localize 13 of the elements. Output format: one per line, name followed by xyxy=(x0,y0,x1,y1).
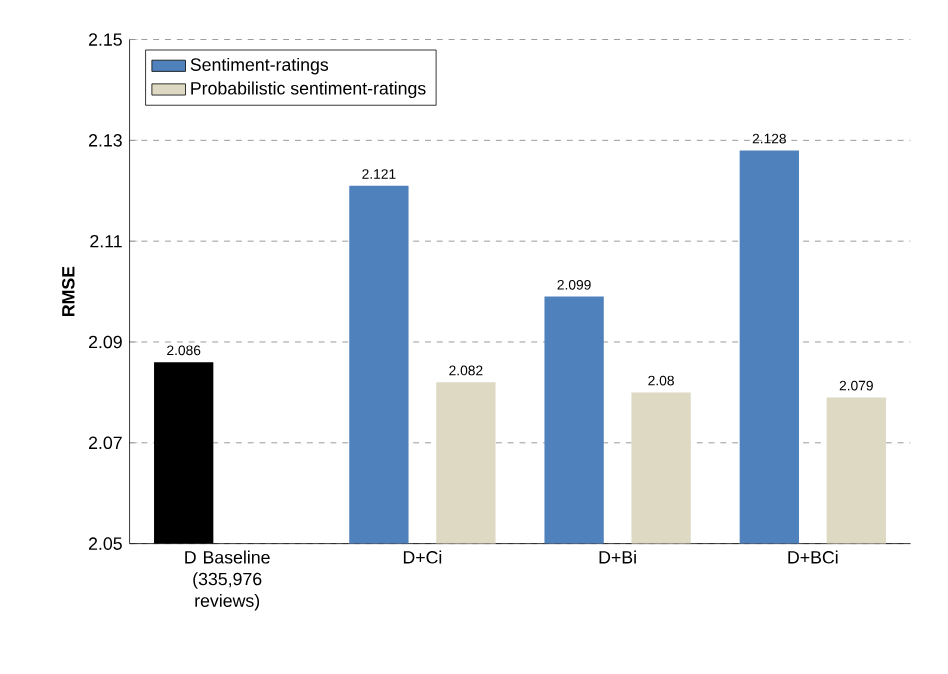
y-tick-label: 2.09 xyxy=(89,335,122,349)
legend-label: Sentiment-ratings xyxy=(190,57,329,75)
y-tick-label: 2.07 xyxy=(89,436,122,450)
x-tick-label: D+BCi xyxy=(788,550,838,564)
x-tick-label: D+Ci xyxy=(403,550,442,564)
y-tick-label: 2.11 xyxy=(90,234,122,248)
y-axis-title: RMSE xyxy=(62,266,75,316)
x-tick-label: D Baseline (335,976 reviews) xyxy=(185,550,270,611)
y-tick-label: 2.13 xyxy=(89,134,122,147)
x-tick-label: D+Bi xyxy=(599,550,636,564)
legend-label: Probabilistic sentiment-ratings xyxy=(191,81,426,99)
y-tick-label: 2.05 xyxy=(89,537,122,550)
y-tick-label: 2.15 xyxy=(89,33,122,46)
